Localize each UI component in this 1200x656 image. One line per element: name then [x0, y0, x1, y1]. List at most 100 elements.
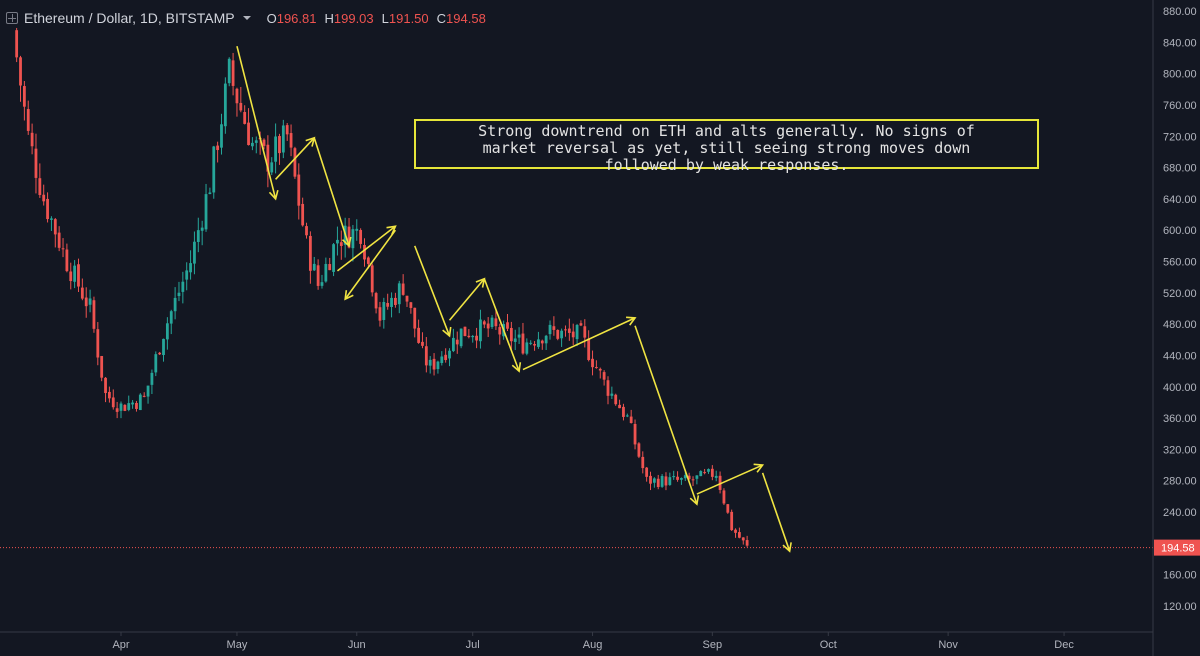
time-tick-label: Apr: [112, 639, 129, 651]
candle-body: [231, 60, 235, 86]
candle-body: [181, 281, 185, 292]
candle-body: [312, 263, 316, 271]
candle-body: [305, 226, 308, 236]
candle-body: [204, 194, 208, 230]
candle-body: [69, 271, 73, 282]
candle-body: [169, 311, 173, 324]
candle-body: [158, 352, 162, 355]
candle-body: [189, 263, 192, 273]
ohlc-open: O196.81: [266, 10, 317, 26]
price-tick-label: 560.00: [1163, 257, 1197, 269]
candle-body: [533, 344, 536, 346]
candle-body: [509, 327, 513, 342]
candle-body: [77, 264, 80, 287]
candle-body: [668, 477, 672, 485]
candle-body: [513, 338, 517, 342]
candle-body: [633, 423, 637, 445]
chevron-down-icon[interactable]: [242, 16, 251, 20]
trend-arrow: [313, 137, 350, 247]
candle-body: [428, 359, 432, 366]
time-tick-label: Jun: [348, 639, 366, 651]
candle-body: [135, 402, 138, 409]
arrow-head: [689, 495, 700, 506]
candle-body: [173, 297, 177, 312]
ohlc-values: O196.81 H199.03 L191.50 C194.58: [267, 11, 486, 26]
time-tick-label: Jul: [466, 639, 480, 651]
candle-body: [556, 329, 560, 339]
time-tick-label: Dec: [1054, 639, 1074, 651]
candle-body: [22, 86, 26, 107]
candle-body: [652, 478, 656, 483]
candles: [15, 27, 749, 548]
price-axis[interactable]: 880.00 840.00 800.00 760.00 720.00 680.00 640.…: [1163, 6, 1197, 613]
candle-body: [251, 142, 254, 147]
candle-body: [618, 404, 621, 409]
candle-body: [421, 341, 424, 346]
symbol-menu-icon[interactable]: [6, 12, 18, 24]
candle-body: [351, 229, 355, 249]
candle-body: [482, 321, 486, 325]
trend-arrow: [413, 245, 451, 337]
candle-body: [111, 397, 115, 408]
ohlc-high: H199.03: [324, 10, 374, 26]
candle-body: [525, 342, 529, 354]
arrow-head: [626, 316, 637, 326]
candle-body: [718, 475, 722, 490]
candle-body: [46, 198, 49, 220]
candle-body: [622, 406, 625, 417]
candle-body: [57, 232, 61, 248]
price-tick-label: 400.00: [1163, 382, 1197, 394]
candle-body: [614, 394, 618, 405]
price-tick-label: 520.00: [1163, 288, 1197, 300]
candle-body: [726, 504, 730, 513]
candle-body: [119, 403, 123, 411]
candle-body: [741, 537, 745, 541]
candle-body: [378, 307, 382, 321]
candle-body: [710, 468, 714, 477]
candle-body: [475, 335, 478, 341]
candle-body: [540, 340, 544, 344]
candle-body: [745, 540, 749, 546]
candle-body: [138, 394, 142, 411]
candle-body: [347, 226, 351, 248]
price-tick-label: 280.00: [1163, 476, 1197, 488]
candle-body: [571, 331, 575, 338]
price-tick-label: 600.00: [1163, 225, 1197, 237]
trend-arrow: [483, 278, 520, 372]
time-tick-label: Aug: [583, 639, 603, 651]
last-price-label-bg: [1154, 539, 1200, 556]
candle-body: [316, 265, 320, 286]
arrow-head: [511, 362, 522, 373]
trend-arrow: [634, 325, 698, 505]
candle-body: [208, 192, 212, 194]
last-price-label-text: 194.58: [1161, 543, 1195, 555]
candle-body: [672, 476, 676, 478]
trend-arrow: [761, 472, 791, 552]
time-tick-label: Oct: [820, 639, 837, 651]
candle-body: [84, 297, 88, 307]
candle-body: [494, 318, 498, 327]
candle-body: [370, 265, 374, 293]
candle-body: [339, 242, 343, 246]
candle-body: [432, 358, 436, 370]
candle-body: [297, 174, 301, 206]
candle-body: [394, 297, 397, 305]
price-tick-label: 880.00: [1163, 6, 1197, 18]
trend-arrow: [344, 229, 397, 300]
candle-body: [714, 475, 718, 478]
candle-body: [332, 244, 335, 272]
candle-body: [529, 342, 533, 344]
candle-body: [397, 283, 401, 305]
time-axis[interactable]: Apr May Jun Jul Aug Sep Oct Nov Dec: [112, 632, 1074, 651]
candle-body: [366, 257, 370, 264]
symbol-title[interactable]: Ethereum / Dollar, 1D, BITSTAMP: [24, 10, 235, 26]
candle-body: [262, 139, 266, 146]
annotation-text-box[interactable]: Strong downtrend on ETH and alts general…: [414, 119, 1039, 174]
candle-body: [467, 335, 471, 338]
candle-body: [185, 270, 189, 280]
candle-body: [409, 302, 413, 308]
candle-body: [34, 148, 38, 178]
arrow-head: [442, 326, 452, 338]
trend-arrow: [236, 46, 277, 200]
